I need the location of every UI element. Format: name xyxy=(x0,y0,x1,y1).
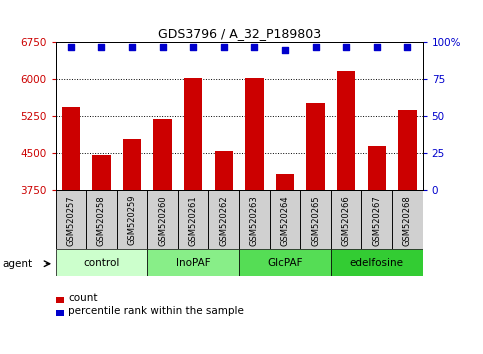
Bar xyxy=(331,249,423,276)
Point xyxy=(281,47,289,53)
Text: GSM520267: GSM520267 xyxy=(372,195,381,246)
Bar xyxy=(331,190,361,249)
Bar xyxy=(337,70,355,190)
Text: GSM520264: GSM520264 xyxy=(281,195,289,246)
Point xyxy=(342,44,350,50)
Bar xyxy=(92,155,111,190)
Bar xyxy=(398,110,416,190)
Bar xyxy=(300,190,331,249)
Bar xyxy=(147,190,178,249)
Title: GDS3796 / A_32_P189803: GDS3796 / A_32_P189803 xyxy=(157,27,321,40)
Bar xyxy=(184,79,202,190)
Text: count: count xyxy=(68,293,98,303)
Bar xyxy=(245,78,264,190)
Bar xyxy=(56,190,86,249)
Text: GSM520268: GSM520268 xyxy=(403,195,412,246)
Text: control: control xyxy=(83,258,120,268)
Bar xyxy=(62,108,80,190)
Point xyxy=(67,44,75,50)
Bar xyxy=(306,103,325,190)
Bar xyxy=(209,190,239,249)
Bar xyxy=(270,190,300,249)
Point xyxy=(98,44,105,50)
Text: GSM520263: GSM520263 xyxy=(250,195,259,246)
Point xyxy=(251,44,258,50)
Text: GSM520258: GSM520258 xyxy=(97,195,106,246)
Bar xyxy=(86,190,117,249)
Point xyxy=(312,44,319,50)
Point xyxy=(373,44,381,50)
Bar xyxy=(154,119,172,190)
Bar xyxy=(361,190,392,249)
Text: GSM520257: GSM520257 xyxy=(66,195,75,246)
Text: GlcPAF: GlcPAF xyxy=(267,258,303,268)
Text: percentile rank within the sample: percentile rank within the sample xyxy=(68,306,244,316)
Text: GSM520261: GSM520261 xyxy=(189,195,198,246)
Text: GSM520265: GSM520265 xyxy=(311,195,320,246)
Bar xyxy=(214,151,233,190)
Text: agent: agent xyxy=(2,259,32,269)
Point xyxy=(159,44,167,50)
Bar xyxy=(56,249,147,276)
Text: InoPAF: InoPAF xyxy=(176,258,211,268)
Text: GSM520262: GSM520262 xyxy=(219,195,228,246)
Bar xyxy=(239,190,270,249)
Bar xyxy=(178,190,209,249)
Bar xyxy=(276,174,294,190)
Point xyxy=(403,44,411,50)
Bar xyxy=(147,249,239,276)
Bar xyxy=(117,190,147,249)
Bar xyxy=(123,139,141,190)
Text: edelfosine: edelfosine xyxy=(350,258,404,268)
Point xyxy=(128,44,136,50)
Bar xyxy=(368,146,386,190)
Point xyxy=(220,44,227,50)
Text: GSM520260: GSM520260 xyxy=(158,195,167,246)
Bar xyxy=(239,249,331,276)
Bar xyxy=(392,190,423,249)
Text: GSM520266: GSM520266 xyxy=(341,195,351,246)
Point xyxy=(189,44,197,50)
Text: GSM520259: GSM520259 xyxy=(128,195,137,245)
